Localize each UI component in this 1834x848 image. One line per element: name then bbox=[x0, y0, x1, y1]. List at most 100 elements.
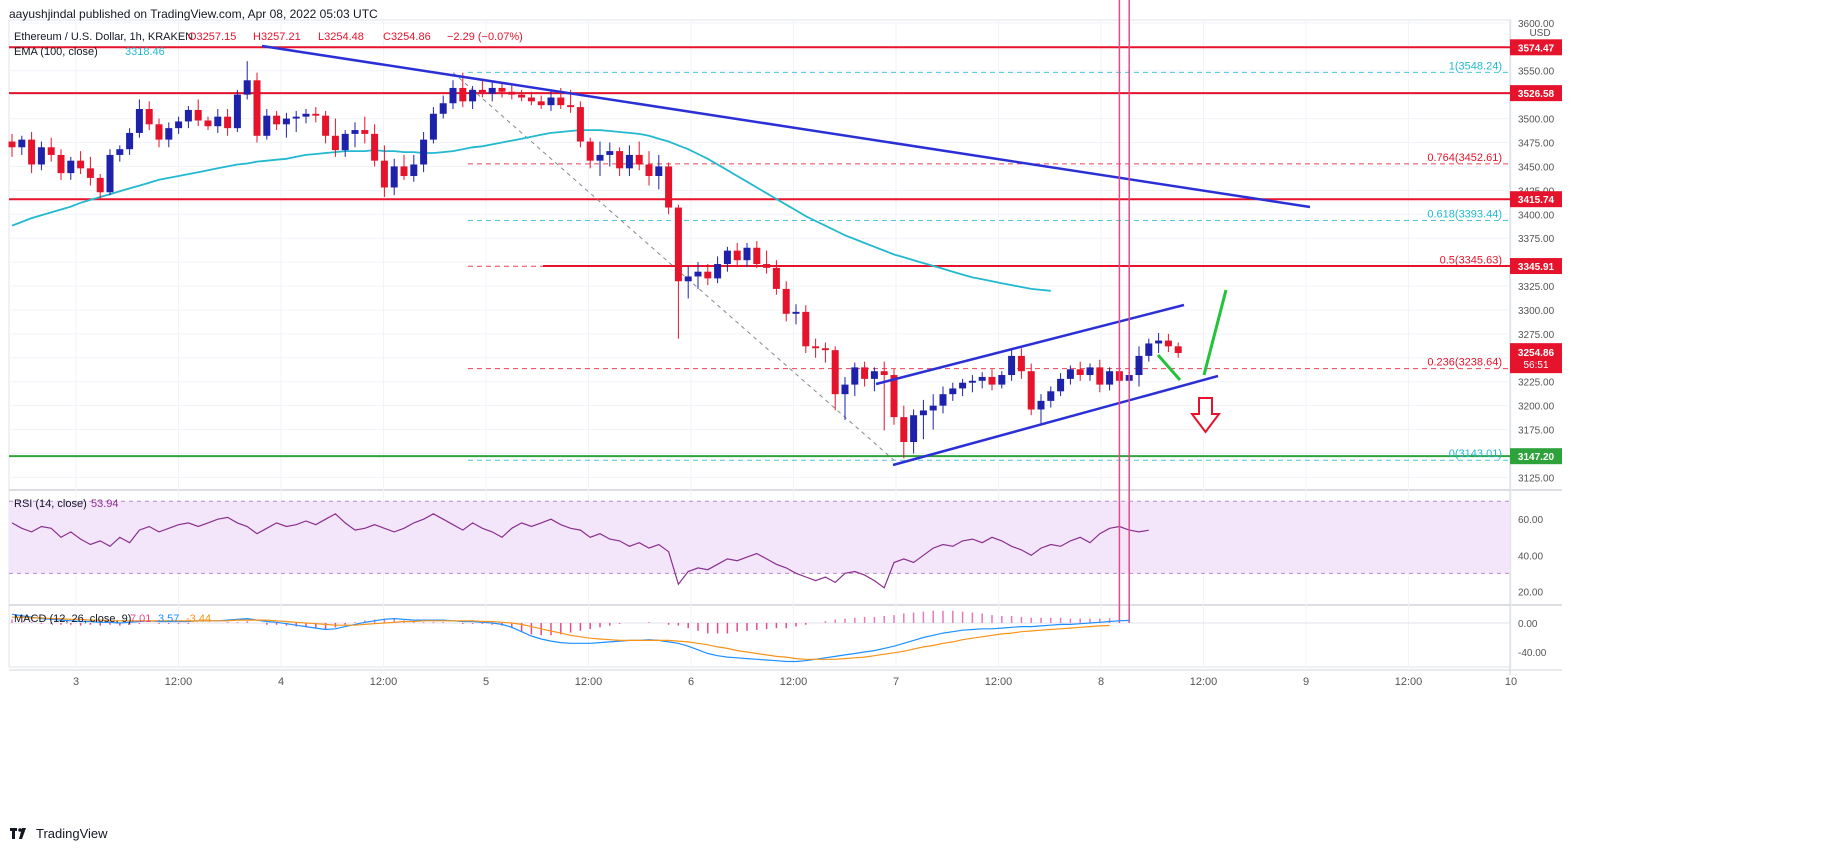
rsi-title: RSI (14, close) bbox=[14, 498, 87, 510]
candle-body bbox=[518, 94, 526, 98]
price-tick-label: 3175.00 bbox=[1518, 426, 1555, 437]
candle-body bbox=[1155, 340, 1163, 344]
fib-level-label: 1(3548.24) bbox=[1449, 60, 1502, 72]
last-price-label: 3254.86 bbox=[1518, 348, 1555, 359]
macd-signal-line bbox=[12, 616, 1110, 660]
candle-body bbox=[949, 388, 957, 395]
candle-body bbox=[596, 154, 604, 161]
price-tick-label: 3125.00 bbox=[1518, 473, 1555, 484]
price-tick-label: 3550.00 bbox=[1518, 67, 1555, 78]
time-tick-label: 9 bbox=[1303, 676, 1309, 688]
rsi-line bbox=[11, 513, 1149, 589]
level-tag-label: 3147.20 bbox=[1518, 452, 1555, 463]
candle-body bbox=[714, 264, 722, 279]
red-down-arrow-icon bbox=[1190, 397, 1221, 434]
time-tick-label: 7 bbox=[893, 676, 899, 688]
candle-body bbox=[282, 118, 290, 125]
candle-body bbox=[763, 264, 771, 268]
level-tag bbox=[1510, 448, 1562, 465]
candle-body bbox=[439, 103, 447, 114]
candle-body bbox=[1066, 369, 1074, 379]
candle-body bbox=[704, 271, 712, 279]
candle-body bbox=[851, 367, 859, 385]
candle-body bbox=[292, 116, 300, 119]
time-tick-label: 12:00 bbox=[1395, 676, 1423, 688]
candle-body bbox=[978, 376, 986, 381]
fib-level-label: 0.236(3238.64) bbox=[1427, 357, 1502, 369]
candle-body bbox=[870, 371, 878, 379]
candle-body bbox=[674, 207, 682, 282]
price-tick-label: 3400.00 bbox=[1518, 210, 1555, 221]
candle-body bbox=[1076, 369, 1084, 376]
candle-body bbox=[998, 375, 1006, 385]
time-tick-label: 3 bbox=[73, 676, 79, 688]
candle-body bbox=[86, 168, 94, 178]
time-tick-label: 12:00 bbox=[985, 676, 1013, 688]
candle-body bbox=[135, 108, 143, 133]
candle-body bbox=[625, 154, 633, 169]
candle-body bbox=[400, 166, 408, 176]
channel-upper-line bbox=[875, 303, 1185, 386]
candle-body bbox=[802, 311, 810, 347]
price-tick-label: 3300.00 bbox=[1518, 306, 1555, 317]
candle-body bbox=[1135, 355, 1143, 376]
green-arrow-dip bbox=[1156, 354, 1182, 381]
rsi-value: 53.94 bbox=[91, 498, 119, 510]
candle-body bbox=[1164, 340, 1172, 347]
candle-body bbox=[184, 109, 192, 122]
level-tag bbox=[1510, 39, 1562, 56]
rsi-tick-label: 60.00 bbox=[1518, 515, 1543, 526]
candle-body bbox=[331, 135, 339, 151]
candle-body bbox=[1086, 367, 1094, 376]
candle-body bbox=[47, 147, 55, 155]
price-tick-label: 3450.00 bbox=[1518, 162, 1555, 173]
candle-body bbox=[753, 247, 761, 265]
macd-hist-value: 7.01 bbox=[130, 613, 151, 625]
candle-body bbox=[28, 139, 36, 165]
candle-body bbox=[890, 375, 898, 418]
candle-body bbox=[175, 121, 183, 129]
candle-body bbox=[390, 166, 398, 188]
level-tag bbox=[1510, 258, 1562, 275]
candle-body bbox=[743, 247, 751, 261]
candle-body bbox=[1174, 346, 1182, 354]
macd-tick-label: 0.00 bbox=[1518, 619, 1538, 630]
footer-brand: TradingView bbox=[10, 826, 108, 841]
candle-body bbox=[1027, 371, 1035, 410]
candle-body bbox=[204, 120, 212, 127]
ohlc-low: L3254.48 bbox=[318, 31, 364, 43]
candle-body bbox=[635, 154, 643, 165]
time-tick-label: 4 bbox=[278, 676, 284, 688]
price-tick-label: 3600.00 bbox=[1518, 19, 1555, 30]
price-tick-label: 3475.00 bbox=[1518, 138, 1555, 149]
candle-body bbox=[302, 113, 310, 117]
candle-body bbox=[155, 124, 163, 140]
candle-body bbox=[1017, 355, 1025, 372]
time-tick-label: 12:00 bbox=[165, 676, 193, 688]
candle-body bbox=[772, 267, 780, 289]
level-tag-label: 3526.58 bbox=[1518, 89, 1555, 100]
price-unit-label: USD bbox=[1529, 28, 1550, 39]
channel-lower-line bbox=[892, 374, 1219, 467]
price-tick-label: 3375.00 bbox=[1518, 234, 1555, 245]
last-price-tag bbox=[1510, 343, 1562, 374]
candle-body bbox=[968, 380, 976, 383]
candle-body bbox=[880, 371, 888, 376]
candle-body bbox=[429, 113, 437, 140]
green-arrow-rise bbox=[1202, 289, 1228, 376]
candle-body bbox=[900, 417, 908, 443]
candle-body bbox=[361, 130, 369, 134]
candle-body bbox=[224, 116, 232, 129]
ohlc-high: H3257.21 bbox=[253, 31, 301, 43]
candle-body bbox=[694, 271, 702, 277]
fib-level-label: 0.618(3393.44) bbox=[1427, 209, 1502, 221]
candle-body bbox=[459, 87, 467, 102]
level-tag-label: 3345.91 bbox=[1518, 262, 1555, 273]
candle-body bbox=[616, 151, 624, 169]
footer-brand-text: TradingView bbox=[36, 826, 108, 841]
candle-body bbox=[18, 139, 26, 148]
candle-body bbox=[341, 133, 349, 151]
candle-body bbox=[194, 109, 202, 121]
time-tick-label: 8 bbox=[1098, 676, 1104, 688]
candle-body bbox=[929, 405, 937, 411]
